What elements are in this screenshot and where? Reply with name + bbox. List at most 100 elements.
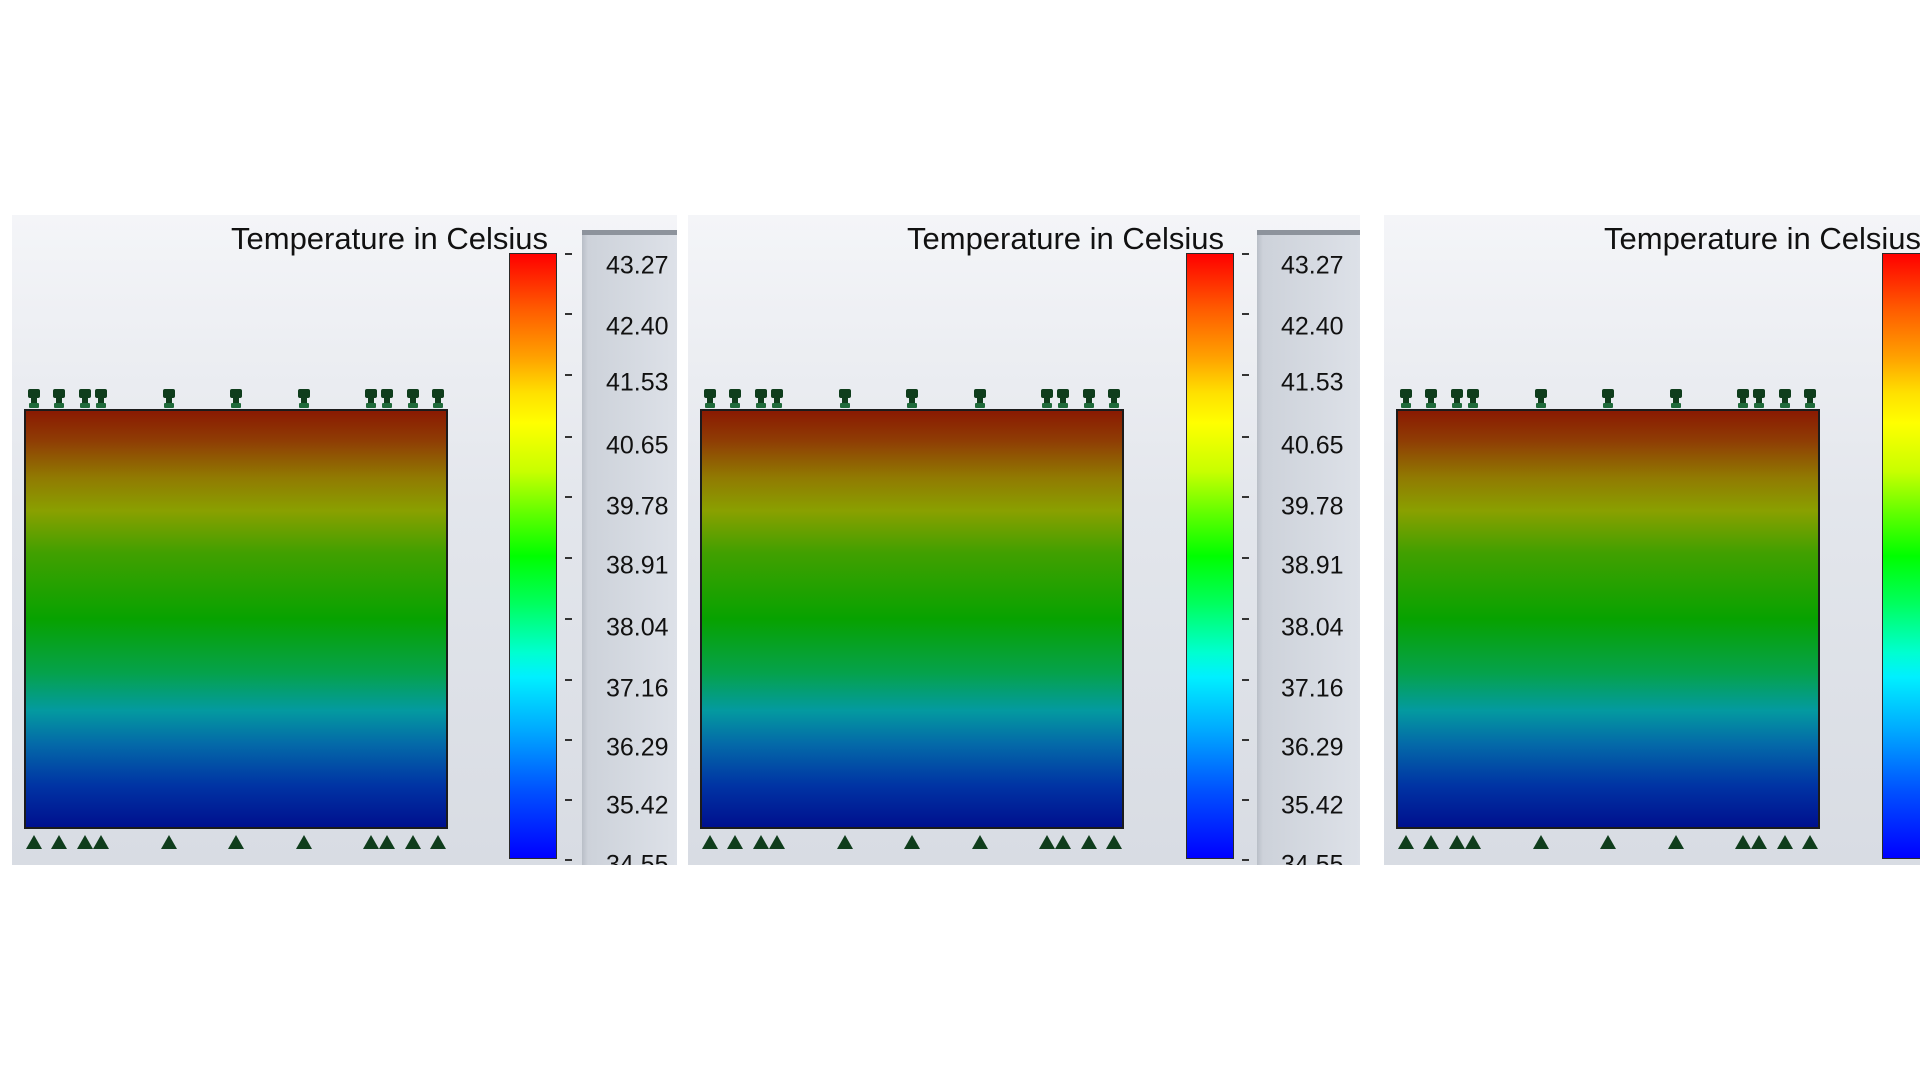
scale-tick-label: 38.04 [1281, 613, 1344, 642]
scale-tick-label: 35.42 [1281, 791, 1344, 820]
thermal-restraint-icon [52, 389, 66, 409]
scale-tick-mark [1242, 313, 1249, 315]
fixed-support-icon [1802, 835, 1818, 849]
fixed-support-icon [1039, 835, 1055, 849]
scale-label-strip [1257, 230, 1360, 865]
scale-tick-mark [1242, 436, 1249, 438]
scale-tick-label: 42.40 [1281, 312, 1344, 341]
scale-tick-label: 38.04 [606, 613, 669, 642]
thermal-restraint-icon [229, 389, 243, 409]
fixed-support-icon [904, 835, 920, 849]
fixed-support-icon [405, 835, 421, 849]
fixed-support-icon [1081, 835, 1097, 849]
scale-tick-label: 41.53 [1281, 368, 1344, 397]
scale-tick-label: 38.91 [1281, 551, 1344, 580]
thermal-restraint-icon [1534, 389, 1548, 409]
temperature-plot-panel-1: Temperature in Celsius 43.27 42.40 41.53 40… [12, 215, 677, 865]
scale-tick-label: 36.29 [606, 733, 669, 762]
fixed-support-icon [702, 835, 718, 849]
thermal-restraint-icon [1056, 389, 1070, 409]
thermal-restraint-icon [1803, 389, 1817, 409]
scale-tick-label: 39.78 [606, 492, 669, 521]
scale-tick-mark [565, 679, 572, 681]
thermal-restraint-icon [1752, 389, 1766, 409]
scale-tick-mark [1242, 799, 1249, 801]
thermal-restraint-icon [162, 389, 176, 409]
thermal-restraint-icon [1736, 389, 1750, 409]
scale-tick-label: 40.65 [1281, 431, 1344, 460]
fixed-support-icon [93, 835, 109, 849]
scale-tick-label: 41.53 [606, 368, 669, 397]
fixed-support-icon [430, 835, 446, 849]
temperature-plot-panel-3: Temperature in Celsius [1384, 215, 1920, 865]
scale-tick-label: 42.40 [606, 312, 669, 341]
thermal-restraint-icon [1778, 389, 1792, 409]
fixed-support-icon [1449, 835, 1465, 849]
fixed-support-icon [753, 835, 769, 849]
thermal-restraint-icon [770, 389, 784, 409]
legend-title: Temperature in Celsius [231, 221, 549, 256]
thermal-restraint-icon [703, 389, 717, 409]
thermal-restraint-icon [1450, 389, 1464, 409]
fixed-support-icon [161, 835, 177, 849]
temperature-plot-panel-2: Temperature in Celsius 43.27 42.40 41.53 40… [688, 215, 1360, 865]
scale-tick-mark [565, 618, 572, 620]
thermal-restraint-icon [94, 389, 108, 409]
fixed-support-icon [363, 835, 379, 849]
thermal-restraint-icon [380, 389, 394, 409]
temperature-plate [700, 409, 1124, 829]
scale-tick-mark [565, 436, 572, 438]
thermal-restraint-icon [1669, 389, 1683, 409]
fixed-support-icon [1735, 835, 1751, 849]
scale-tick-label: 34.55 [606, 850, 669, 866]
fixed-support-icon [1600, 835, 1616, 849]
scale-tick-mark [565, 496, 572, 498]
fixed-support-icon [77, 835, 93, 849]
thermal-restraint-icon [297, 389, 311, 409]
temperature-plate [1396, 409, 1820, 829]
scale-tick-mark [565, 374, 572, 376]
fixed-support-icon [1668, 835, 1684, 849]
fixed-support-icon [1533, 835, 1549, 849]
thermal-restraint-icon [78, 389, 92, 409]
legend-title: Temperature in Celsius [907, 221, 1225, 256]
scale-label-strip [582, 230, 677, 865]
scale-tick-label: 38.91 [606, 551, 669, 580]
fixed-support-icon [1751, 835, 1767, 849]
scale-tick-mark [1242, 679, 1249, 681]
scale-tick-label: 36.29 [1281, 733, 1344, 762]
scale-tick-mark [1242, 374, 1249, 376]
fixed-support-icon [51, 835, 67, 849]
fixed-support-icon [379, 835, 395, 849]
scale-tick-label: 35.42 [606, 791, 669, 820]
thermal-restraint-icon [1424, 389, 1438, 409]
color-scale-bar [1186, 253, 1234, 859]
legend-title: Temperature in Celsius [1604, 221, 1920, 256]
scale-tick-label: 34.55 [1281, 850, 1344, 866]
thermal-restraint-icon [754, 389, 768, 409]
scale-tick-label: 39.78 [1281, 492, 1344, 521]
fixed-support-icon [1055, 835, 1071, 849]
thermal-restraint-icon [728, 389, 742, 409]
thermal-restraint-icon [27, 389, 41, 409]
scale-tick-mark [1242, 618, 1249, 620]
scale-tick-label: 43.27 [1281, 251, 1344, 280]
fixed-support-icon [1106, 835, 1122, 849]
temperature-plate [24, 409, 448, 829]
thermal-restraint-icon [406, 389, 420, 409]
fixed-support-icon [296, 835, 312, 849]
thermal-restraint-icon [1040, 389, 1054, 409]
thermal-restraint-icon [1466, 389, 1480, 409]
thermal-restraint-icon [1399, 389, 1413, 409]
scale-tick-label: 43.27 [606, 251, 669, 280]
thermal-restraint-icon [1107, 389, 1121, 409]
fixed-support-icon [1777, 835, 1793, 849]
scale-tick-mark [565, 313, 572, 315]
fixed-support-icon [1423, 835, 1439, 849]
fixed-support-icon [228, 835, 244, 849]
scale-tick-label: 40.65 [606, 431, 669, 460]
thermal-restraint-icon [973, 389, 987, 409]
fixed-support-icon [1465, 835, 1481, 849]
scale-tick-mark [565, 253, 572, 255]
scale-tick-mark [1242, 557, 1249, 559]
